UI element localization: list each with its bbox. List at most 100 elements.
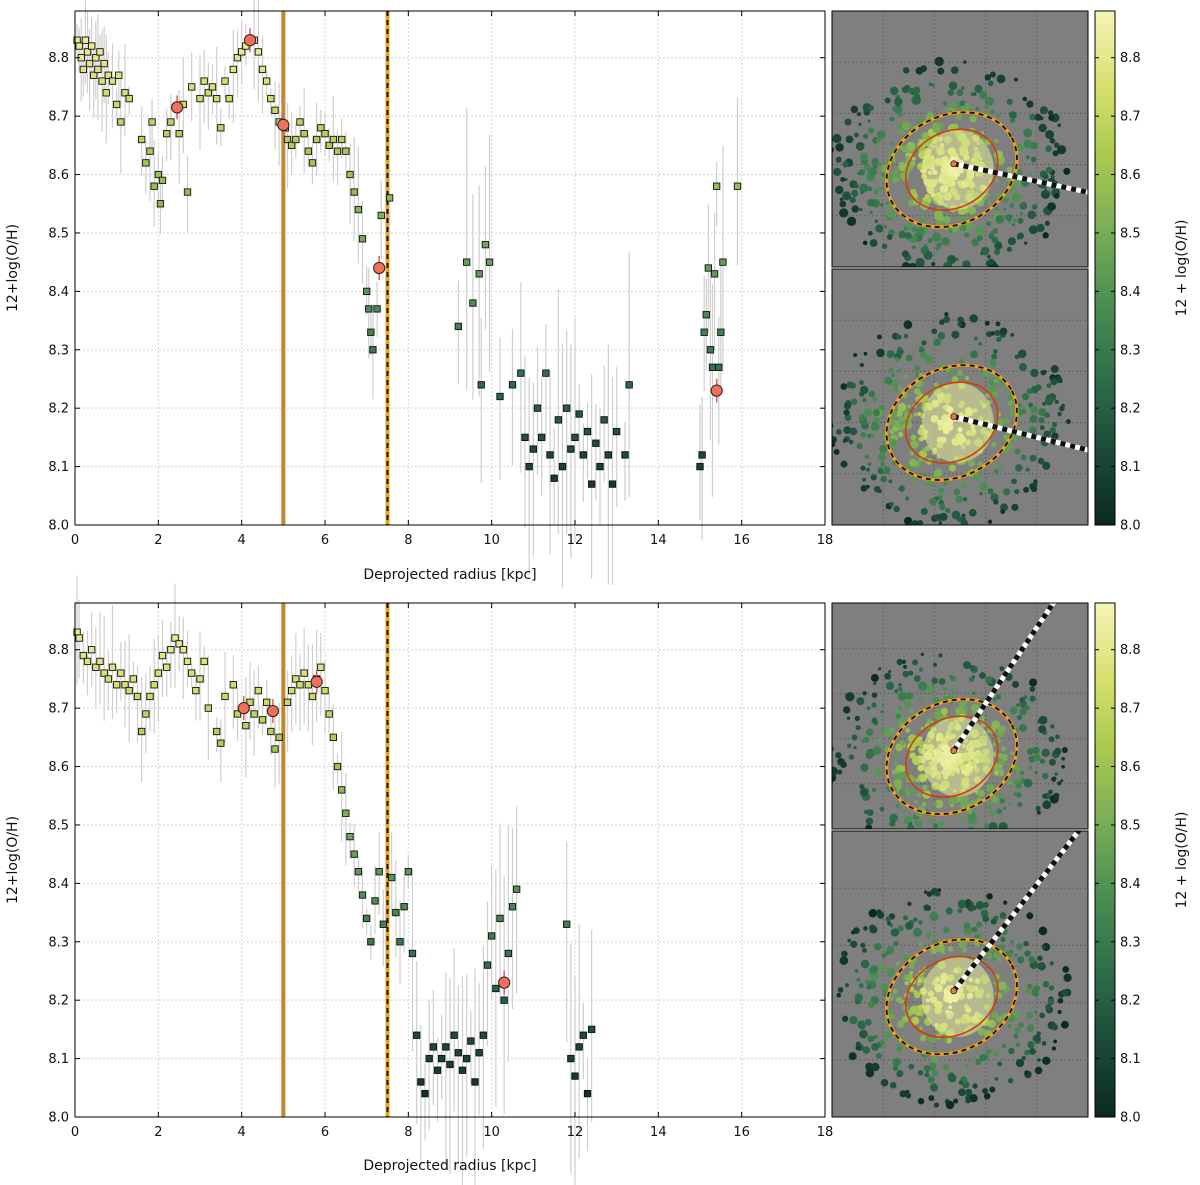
map-blob xyxy=(1003,418,1010,425)
map-blob xyxy=(936,242,942,248)
map-blob xyxy=(845,135,854,144)
x-tick-label: 18 xyxy=(817,533,834,548)
map-blob xyxy=(1043,186,1048,191)
spaxel-point xyxy=(213,94,221,103)
map-blob xyxy=(987,201,991,205)
map-blob xyxy=(894,357,900,362)
spaxel-point xyxy=(75,634,83,642)
map-blob xyxy=(1034,1066,1043,1075)
map-blob xyxy=(844,414,852,422)
map-blob xyxy=(913,412,918,417)
spaxel-point xyxy=(81,36,90,44)
map-blob xyxy=(970,703,980,713)
map-blob xyxy=(996,74,1006,84)
y-tick-label: 8.5 xyxy=(48,818,69,833)
map-blob xyxy=(901,1015,909,1023)
map-blob xyxy=(992,742,997,747)
spaxel-point xyxy=(392,908,400,917)
spaxel-point xyxy=(363,287,371,296)
map-blob xyxy=(880,726,885,732)
map-blob xyxy=(856,977,861,982)
map-blob xyxy=(886,234,893,241)
map-blob xyxy=(897,691,907,701)
map-blob xyxy=(898,485,905,492)
map-blob xyxy=(922,801,927,807)
map-blob xyxy=(959,224,967,232)
map-blob xyxy=(847,938,851,943)
spaxel-point xyxy=(333,762,342,771)
outer-radius-ellipse xyxy=(885,698,1018,815)
spaxel-point xyxy=(188,83,196,91)
map-blob xyxy=(919,974,924,979)
spaxel-point xyxy=(300,130,308,138)
map-blob xyxy=(1047,998,1055,1006)
map-blob xyxy=(994,138,999,143)
map-blob xyxy=(872,746,882,755)
spaxel-point xyxy=(713,182,721,190)
map-blob xyxy=(918,920,923,925)
spaxel-point xyxy=(79,651,87,660)
map-blob xyxy=(865,1062,874,1071)
map-blob xyxy=(990,109,995,114)
map-blob xyxy=(896,779,903,785)
map-blob xyxy=(840,460,848,468)
map-blob xyxy=(977,789,985,798)
map-blob xyxy=(1016,714,1023,721)
map-blob xyxy=(871,692,878,698)
map-blob xyxy=(855,724,861,731)
inner-radius-ellipse xyxy=(904,955,999,1039)
spaxel-point xyxy=(700,328,708,336)
map-blob xyxy=(860,959,870,969)
map-blob xyxy=(841,950,848,958)
inner-radius-ellipse xyxy=(904,128,999,211)
x-tick-label: 4 xyxy=(238,1125,246,1140)
map-blob xyxy=(923,890,928,894)
spaxel-point xyxy=(104,675,112,683)
colorbar-gradient xyxy=(1094,10,1116,526)
map-blob xyxy=(1029,113,1037,121)
map-blob xyxy=(913,927,922,937)
map-blob xyxy=(885,681,895,690)
map-blob xyxy=(1039,106,1048,115)
map-blob xyxy=(905,222,913,230)
map-blob xyxy=(1036,223,1045,233)
map-blob xyxy=(926,196,930,200)
map-blob xyxy=(1041,945,1046,950)
map-blob xyxy=(1012,769,1017,774)
map-blob xyxy=(925,905,932,911)
map-blob xyxy=(878,667,882,671)
map-blob xyxy=(910,91,914,95)
map-blob xyxy=(989,810,996,817)
map-blob xyxy=(986,192,990,196)
map-blob xyxy=(873,681,877,686)
spaxel-point xyxy=(550,474,558,482)
spaxel-point xyxy=(471,1078,479,1086)
map-blob xyxy=(1046,383,1052,388)
spaxel-point xyxy=(513,885,521,893)
spaxel-point xyxy=(108,663,117,671)
spaxel-point xyxy=(546,451,554,459)
map-blob xyxy=(958,1080,963,1085)
map-blob xyxy=(918,941,923,947)
map-blob xyxy=(1027,172,1032,177)
spaxel-point xyxy=(188,669,196,677)
outer-radius-ellipse xyxy=(885,938,1018,1056)
map-blob xyxy=(957,908,963,914)
spaxel-point xyxy=(200,77,208,85)
map-blob xyxy=(837,769,843,775)
spaxel-point xyxy=(283,698,292,706)
map-blob xyxy=(928,82,933,87)
spaxel-point xyxy=(117,669,125,677)
colorbar-tick-label: 8.2 xyxy=(1120,994,1141,1009)
spaxel-point xyxy=(100,669,108,677)
map-blob xyxy=(1065,419,1071,425)
map-blob xyxy=(914,799,919,804)
map-blob xyxy=(1038,715,1048,725)
spaxel-point xyxy=(258,716,267,724)
spaxel-point xyxy=(204,704,212,712)
map-blob xyxy=(1009,939,1014,944)
map-blob xyxy=(846,716,851,720)
slit-line xyxy=(953,414,1088,453)
map-blob xyxy=(975,107,980,111)
map-blob xyxy=(1061,757,1065,761)
